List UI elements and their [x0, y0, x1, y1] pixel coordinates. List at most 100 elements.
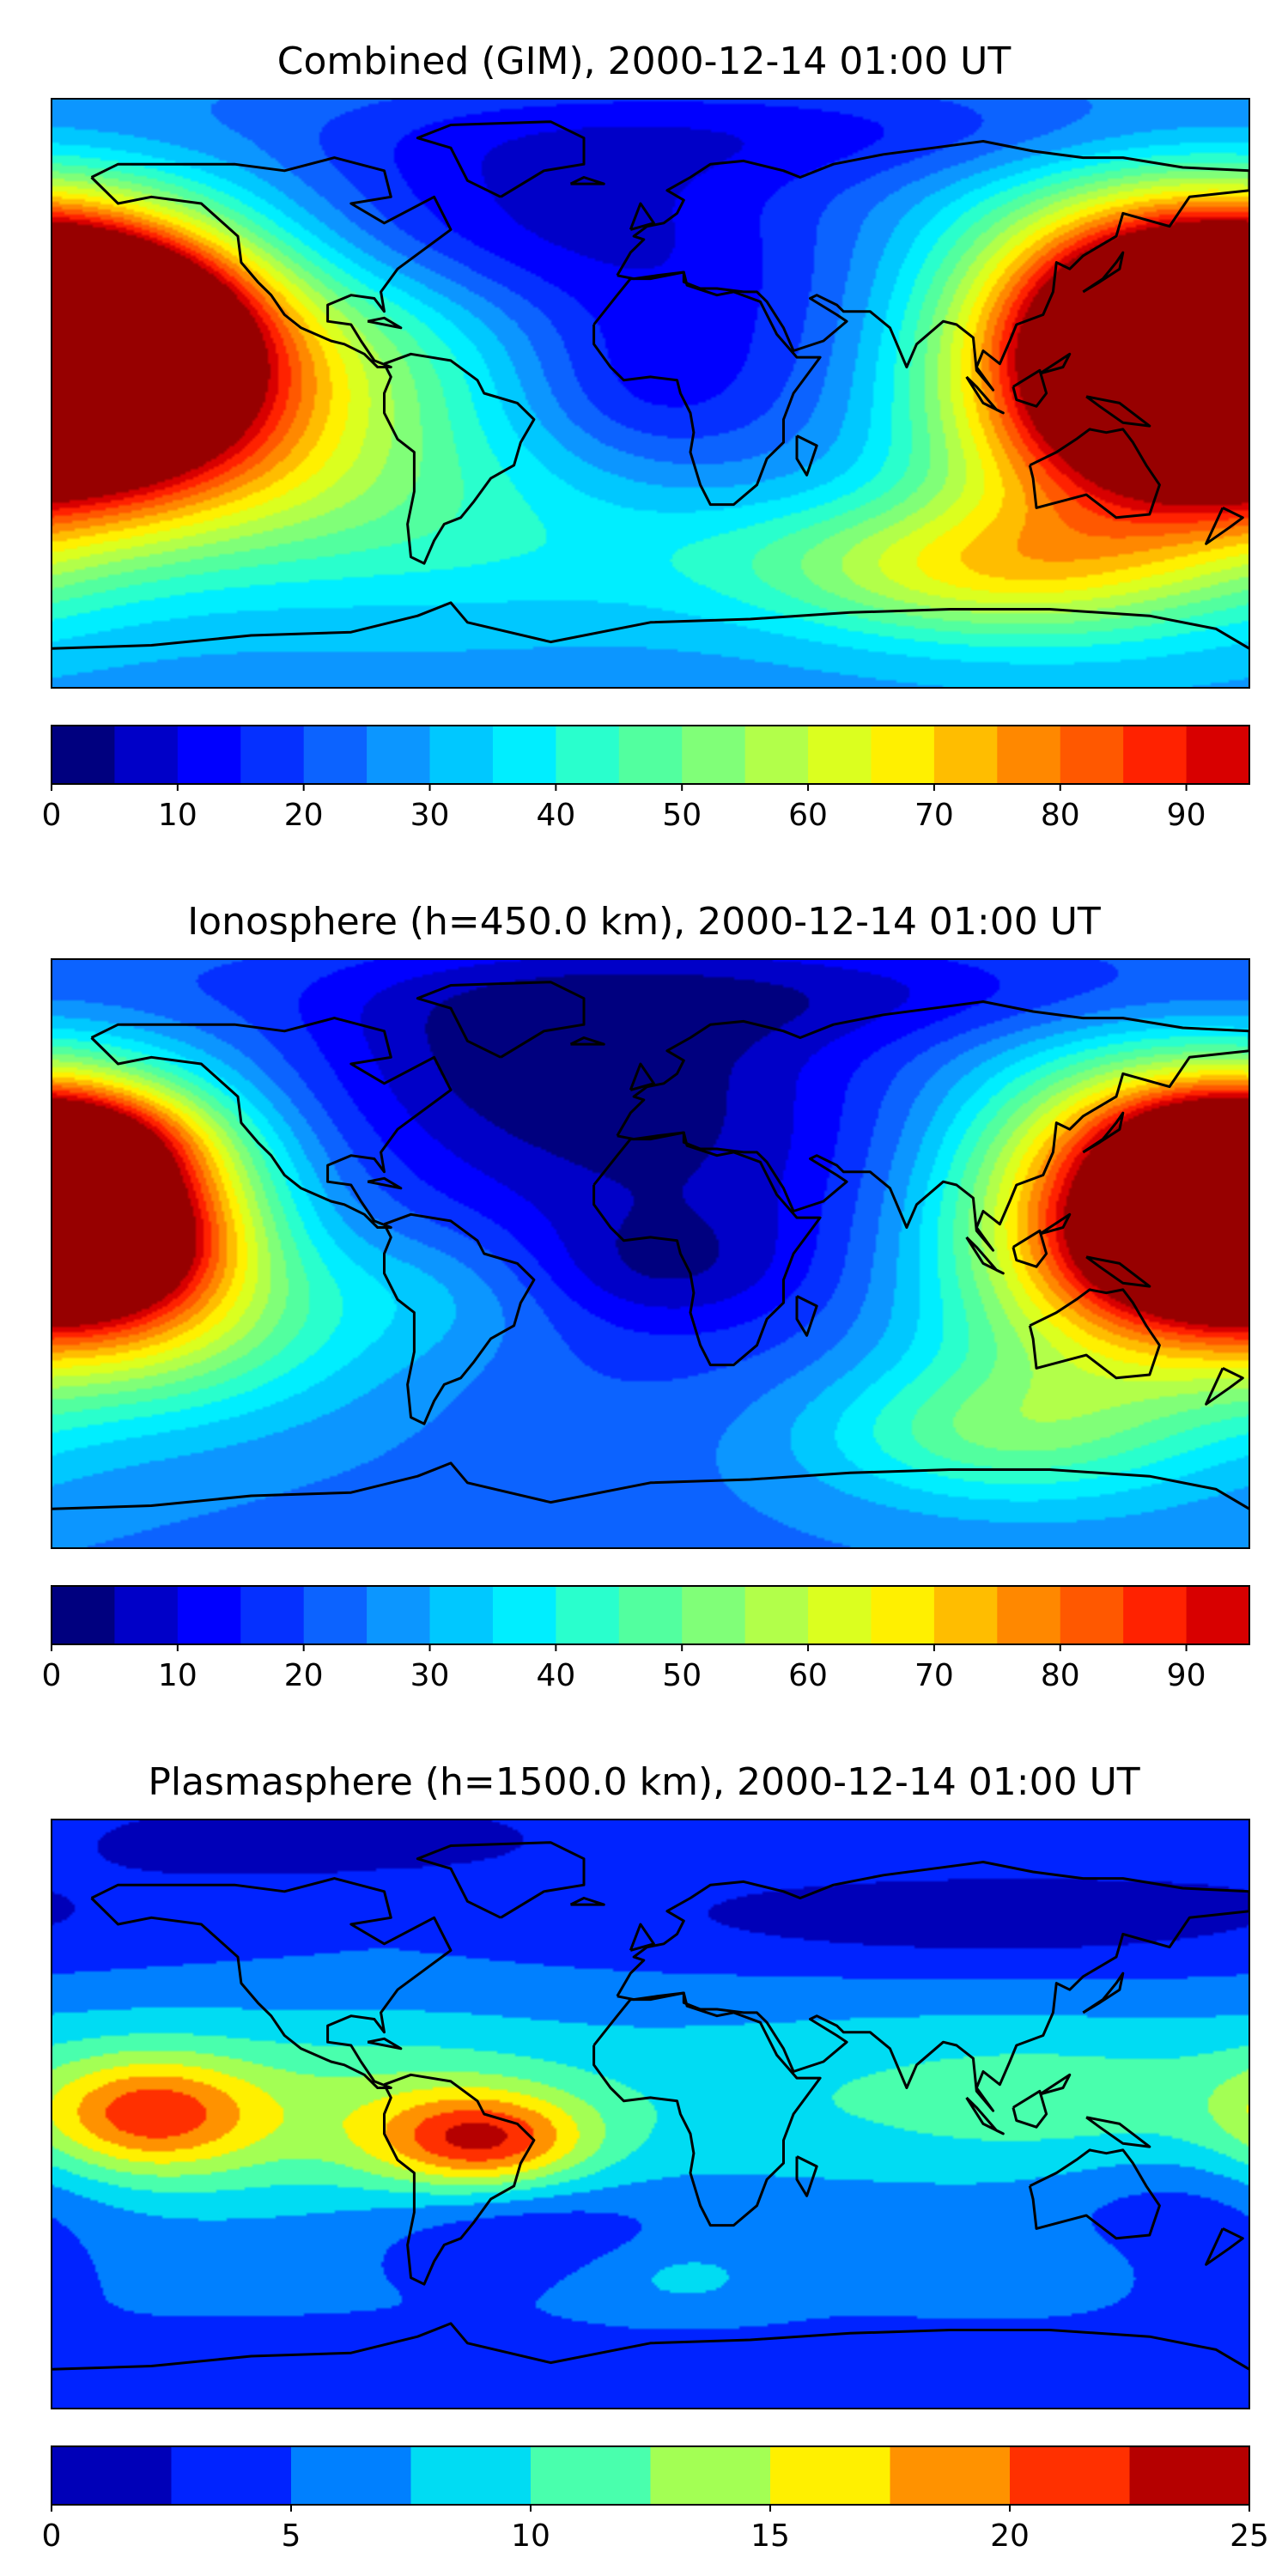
colorbar-tick-label: 0 [42, 2518, 62, 2554]
coastline-path [1039, 2073, 1072, 2096]
colorbar-segment [890, 2446, 1011, 2505]
coastline-path [1012, 2089, 1048, 2129]
colorbar-segment [808, 1586, 872, 1644]
coastline-path [592, 270, 822, 507]
colorbar-tick-label: 10 [511, 2518, 550, 2554]
coastline-path [1039, 1212, 1072, 1236]
colorbar-segment [618, 1586, 683, 1644]
colorbar-tick-label: 0 [42, 798, 62, 833]
colorbar-segment [410, 2446, 532, 2505]
colorbar-segment [52, 1586, 115, 1644]
coastline-path [1012, 1229, 1048, 1268]
coastline-path [1205, 2227, 1244, 2266]
coastline-path [1082, 1971, 1125, 2014]
colorbar-segment [531, 2446, 651, 2505]
panel-title-plasmasphere: Plasmasphere (h=1500.0 km), 2000-12-14 0… [148, 1760, 1140, 1804]
coastline-path [795, 1295, 818, 1337]
colorbar-segment [556, 726, 620, 784]
panel-title-combined: Combined (GIM), 2000-12-14 01:00 UT [276, 39, 1012, 83]
colorbar-tick-label: 40 [536, 1658, 575, 1693]
coastline-path [965, 375, 1005, 415]
coastline-path [367, 2037, 403, 2050]
colorbar-segment [240, 1586, 305, 1644]
colorbar-segment [1129, 2446, 1250, 2505]
colorbar-tick-label: 30 [410, 1658, 450, 1693]
coastline-path [616, 1000, 1249, 1252]
colorbar-segment [933, 1586, 998, 1644]
coastline-path [592, 1991, 822, 2227]
coastline-path [90, 1877, 453, 2089]
colorbar-segment [492, 726, 556, 784]
colorbar-segment [1060, 1586, 1124, 1644]
coastline-path [367, 316, 403, 330]
map-field-0 [52, 99, 1249, 688]
colorbar-segment [997, 1586, 1061, 1644]
coastline-path [416, 981, 586, 1059]
coastline-path [1085, 2116, 1151, 2148]
colorbar-segment [52, 2446, 172, 2505]
colorbar-segment [303, 1586, 368, 1644]
colorbar-tick-label: 30 [410, 798, 450, 833]
map-frame-1 [51, 958, 1250, 1549]
colorbar-tick-label: 10 [158, 798, 197, 833]
colorbar-segment [770, 2446, 890, 2505]
colorbar-segment [177, 726, 241, 784]
coastline-path [383, 352, 536, 565]
coastline-path [1205, 1367, 1244, 1406]
coastline-path [795, 434, 818, 477]
colorbar-tick-label: 20 [284, 798, 324, 833]
map-frame-0 [51, 98, 1250, 689]
colorbar-tick-label: 0 [42, 1658, 62, 1693]
colorbar-segment [1186, 1586, 1250, 1644]
colorbar-segment [997, 726, 1061, 784]
coastline-path [1082, 1111, 1125, 1154]
colorbar-segment [177, 1586, 241, 1644]
coastline-path [1028, 1288, 1161, 1380]
coastline-path [569, 1897, 605, 1906]
coastline-path [1085, 395, 1151, 428]
map-field-1 [52, 959, 1249, 1548]
colorbar-frame-2 [51, 2445, 1250, 2506]
coastline-path [1028, 2148, 1161, 2240]
panel-title-ionosphere: Ionosphere (h=450.0 km), 2000-12-14 01:0… [187, 900, 1101, 944]
coastline-path [1082, 251, 1125, 294]
colorbar-tick-label: 10 [158, 1658, 197, 1693]
coastlines-2 [52, 1841, 1249, 2371]
coastline-path [52, 1461, 1249, 1510]
colorbar-segment [429, 726, 494, 784]
colorbar-segment [291, 2446, 411, 2505]
map-frame-2 [51, 1819, 1250, 2409]
coastlines-1 [52, 981, 1249, 1510]
colorbar-segment [650, 2446, 771, 2505]
coastline-path [965, 2096, 1005, 2136]
colorbar-tick-label: 20 [284, 1658, 324, 1693]
colorbar-segment [171, 2446, 292, 2505]
colorbar-tick-label: 80 [1041, 1658, 1080, 1693]
colorbar-segment [682, 1586, 746, 1644]
colorbar-tick-label: 50 [662, 798, 702, 833]
coastline-path [1085, 1255, 1151, 1288]
map-field-2 [52, 1820, 1249, 2409]
colorbar-segment [1186, 726, 1250, 784]
colorbar-tick-label: 15 [750, 2518, 790, 2554]
colorbar-tick-label: 20 [990, 2518, 1030, 2554]
colorbar-frame-1 [51, 1585, 1250, 1645]
colorbar-tick-label: 70 [914, 1658, 954, 1693]
coastline-path [1205, 507, 1244, 545]
colorbar-segment [871, 726, 935, 784]
coastline-path [416, 120, 586, 198]
colorbar-tick-label: 5 [282, 2518, 301, 2554]
coastline-path [90, 1017, 453, 1229]
colorbar-tick-label: 40 [536, 798, 575, 833]
colorbar-segment [808, 726, 872, 784]
colorbar-segment [682, 726, 746, 784]
coastline-path [616, 1861, 1249, 2112]
coastline-path [416, 1841, 586, 1919]
colorbar-segment [1123, 726, 1188, 784]
colorbar-segment [744, 726, 809, 784]
colorbar-segment [303, 726, 368, 784]
colorbar-tick-label: 25 [1230, 2518, 1269, 2554]
coastline-path [965, 1236, 1005, 1275]
coastline-path [569, 176, 605, 185]
